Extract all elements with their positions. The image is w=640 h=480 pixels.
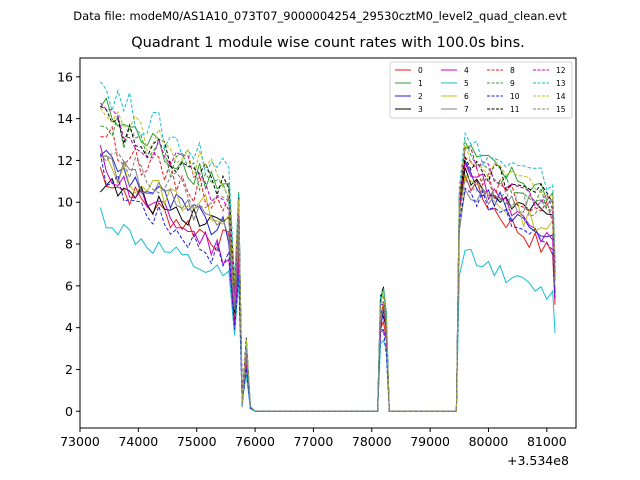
- legend-label-0: 0: [418, 66, 423, 75]
- legend-label-3: 3: [418, 105, 423, 114]
- x-tick-label: 76000: [235, 434, 275, 449]
- x-tick-label: 75000: [177, 434, 217, 449]
- x-tick-label: 81000: [527, 434, 567, 449]
- x-tick-label: 78000: [352, 434, 392, 449]
- legend-label-15: 15: [556, 105, 566, 114]
- legend-label-11: 11: [510, 105, 520, 114]
- y-tick-label: 8: [65, 237, 73, 252]
- x-tick-label: 74000: [118, 434, 158, 449]
- axes-layer: 73000 74000 75000 76000 77000 78000 79000 80000…: [57, 69, 567, 449]
- series-line-15: [99, 152, 556, 412]
- legend-label-4: 4: [464, 66, 469, 75]
- x-tick-label: 79000: [410, 434, 450, 449]
- legend-label-14: 14: [556, 92, 566, 101]
- legend-label-8: 8: [510, 66, 515, 75]
- series-line-14: [99, 107, 556, 412]
- x-tick-label: 73000: [60, 434, 100, 449]
- x-tick-label: 80000: [469, 434, 509, 449]
- series-line-10: [99, 153, 556, 412]
- y-tick-label: 16: [57, 69, 73, 84]
- legend-label-6: 6: [464, 92, 469, 101]
- series-line-8: [100, 125, 556, 412]
- y-tick-label: 12: [57, 153, 73, 168]
- y-tick-label: 4: [65, 320, 73, 335]
- legend-label-10: 10: [510, 92, 520, 101]
- y-tick-label: 10: [57, 195, 73, 210]
- figure-suptitle: Data file: modeM0/AS1A10_073T07_90000042…: [73, 9, 567, 23]
- legend-label-7: 7: [464, 105, 469, 114]
- legend-label-12: 12: [556, 66, 566, 75]
- series-layer: [99, 81, 556, 412]
- series-line-12: [100, 102, 556, 412]
- y-tick-label: 0: [65, 404, 73, 419]
- chart-title: Quadrant 1 module wise count rates with …: [131, 35, 525, 51]
- plot-area: [80, 58, 576, 428]
- y-tick-label: 2: [65, 362, 73, 377]
- legend-label-5: 5: [464, 79, 469, 88]
- x-tick-label: 77000: [294, 434, 334, 449]
- legend-box: [389, 61, 573, 119]
- y-tick-label: 14: [57, 111, 73, 126]
- x-offset-label: +3.534e8: [507, 453, 569, 468]
- y-tick-label: 6: [65, 278, 73, 293]
- legend-label-2: 2: [418, 92, 423, 101]
- legend-label-9: 9: [510, 79, 515, 88]
- plot-frame: [79, 57, 577, 429]
- legend-label-13: 13: [556, 79, 566, 88]
- legend-label-1: 1: [418, 79, 423, 88]
